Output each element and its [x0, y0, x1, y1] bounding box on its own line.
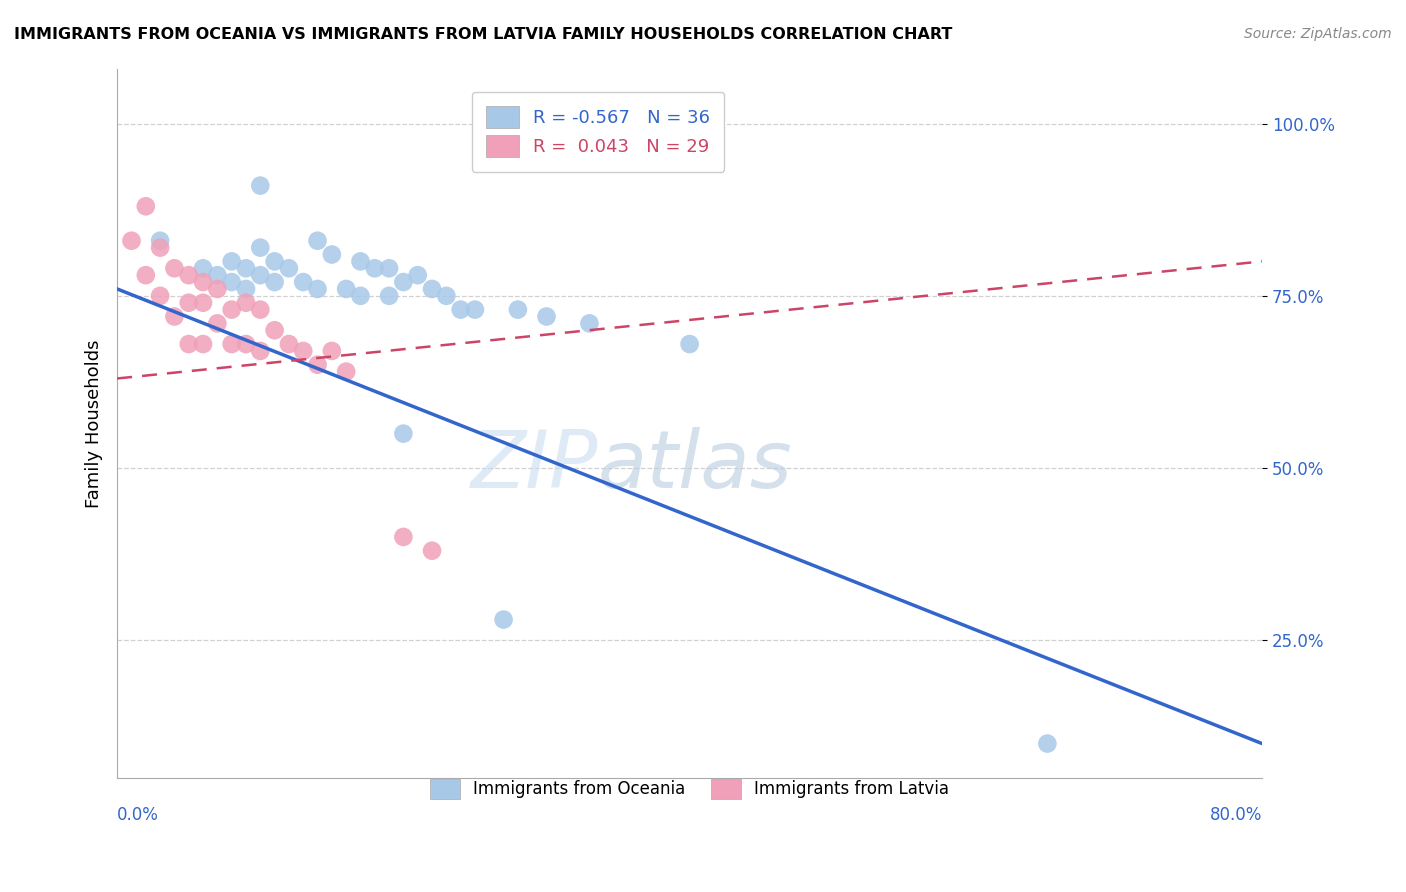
Point: [235, 261, 257, 276]
Point: [434, 289, 457, 303]
Point: [249, 178, 271, 193]
Point: [378, 289, 401, 303]
Point: [536, 310, 558, 324]
Point: [249, 241, 271, 255]
Point: [149, 289, 172, 303]
Point: [578, 317, 600, 331]
Point: [221, 275, 243, 289]
Point: [135, 199, 157, 213]
Point: [277, 261, 299, 276]
Point: [221, 337, 243, 351]
Point: [249, 302, 271, 317]
Point: [321, 343, 343, 358]
Legend: Immigrants from Oceania, Immigrants from Latvia: Immigrants from Oceania, Immigrants from…: [416, 765, 962, 813]
Text: 0.0%: 0.0%: [117, 806, 159, 824]
Point: [235, 295, 257, 310]
Point: [191, 295, 214, 310]
Point: [506, 302, 529, 317]
Point: [191, 337, 214, 351]
Point: [149, 234, 172, 248]
Point: [307, 358, 329, 372]
Point: [207, 268, 229, 282]
Point: [249, 268, 271, 282]
Text: IMMIGRANTS FROM OCEANIA VS IMMIGRANTS FROM LATVIA FAMILY HOUSEHOLDS CORRELATION : IMMIGRANTS FROM OCEANIA VS IMMIGRANTS FR…: [14, 27, 952, 42]
Point: [149, 241, 172, 255]
Point: [364, 261, 387, 276]
Point: [207, 282, 229, 296]
Point: [406, 268, 429, 282]
Point: [191, 275, 214, 289]
Point: [307, 282, 329, 296]
Point: [335, 365, 357, 379]
Point: [263, 323, 285, 337]
Point: [235, 337, 257, 351]
Point: [177, 268, 200, 282]
Point: [321, 247, 343, 261]
Text: Source: ZipAtlas.com: Source: ZipAtlas.com: [1244, 27, 1392, 41]
Text: ZIP: ZIP: [471, 427, 598, 505]
Text: atlas: atlas: [598, 427, 793, 505]
Point: [335, 282, 357, 296]
Point: [135, 268, 157, 282]
Point: [420, 282, 443, 296]
Point: [263, 254, 285, 268]
Point: [450, 302, 472, 317]
Point: [307, 234, 329, 248]
Point: [292, 275, 315, 289]
Point: [420, 543, 443, 558]
Point: [492, 613, 515, 627]
Point: [207, 317, 229, 331]
Point: [221, 302, 243, 317]
Point: [191, 261, 214, 276]
Point: [464, 302, 486, 317]
Point: [292, 343, 315, 358]
Point: [221, 254, 243, 268]
Point: [378, 261, 401, 276]
Text: 80.0%: 80.0%: [1209, 806, 1263, 824]
Point: [392, 426, 415, 441]
Point: [177, 337, 200, 351]
Point: [349, 289, 371, 303]
Point: [392, 530, 415, 544]
Point: [277, 337, 299, 351]
Point: [349, 254, 371, 268]
Y-axis label: Family Households: Family Households: [86, 339, 103, 508]
Point: [678, 337, 700, 351]
Point: [163, 261, 186, 276]
Point: [121, 234, 143, 248]
Point: [163, 310, 186, 324]
Point: [1036, 737, 1059, 751]
Point: [263, 275, 285, 289]
Point: [177, 295, 200, 310]
Point: [392, 275, 415, 289]
Point: [249, 343, 271, 358]
Point: [235, 282, 257, 296]
